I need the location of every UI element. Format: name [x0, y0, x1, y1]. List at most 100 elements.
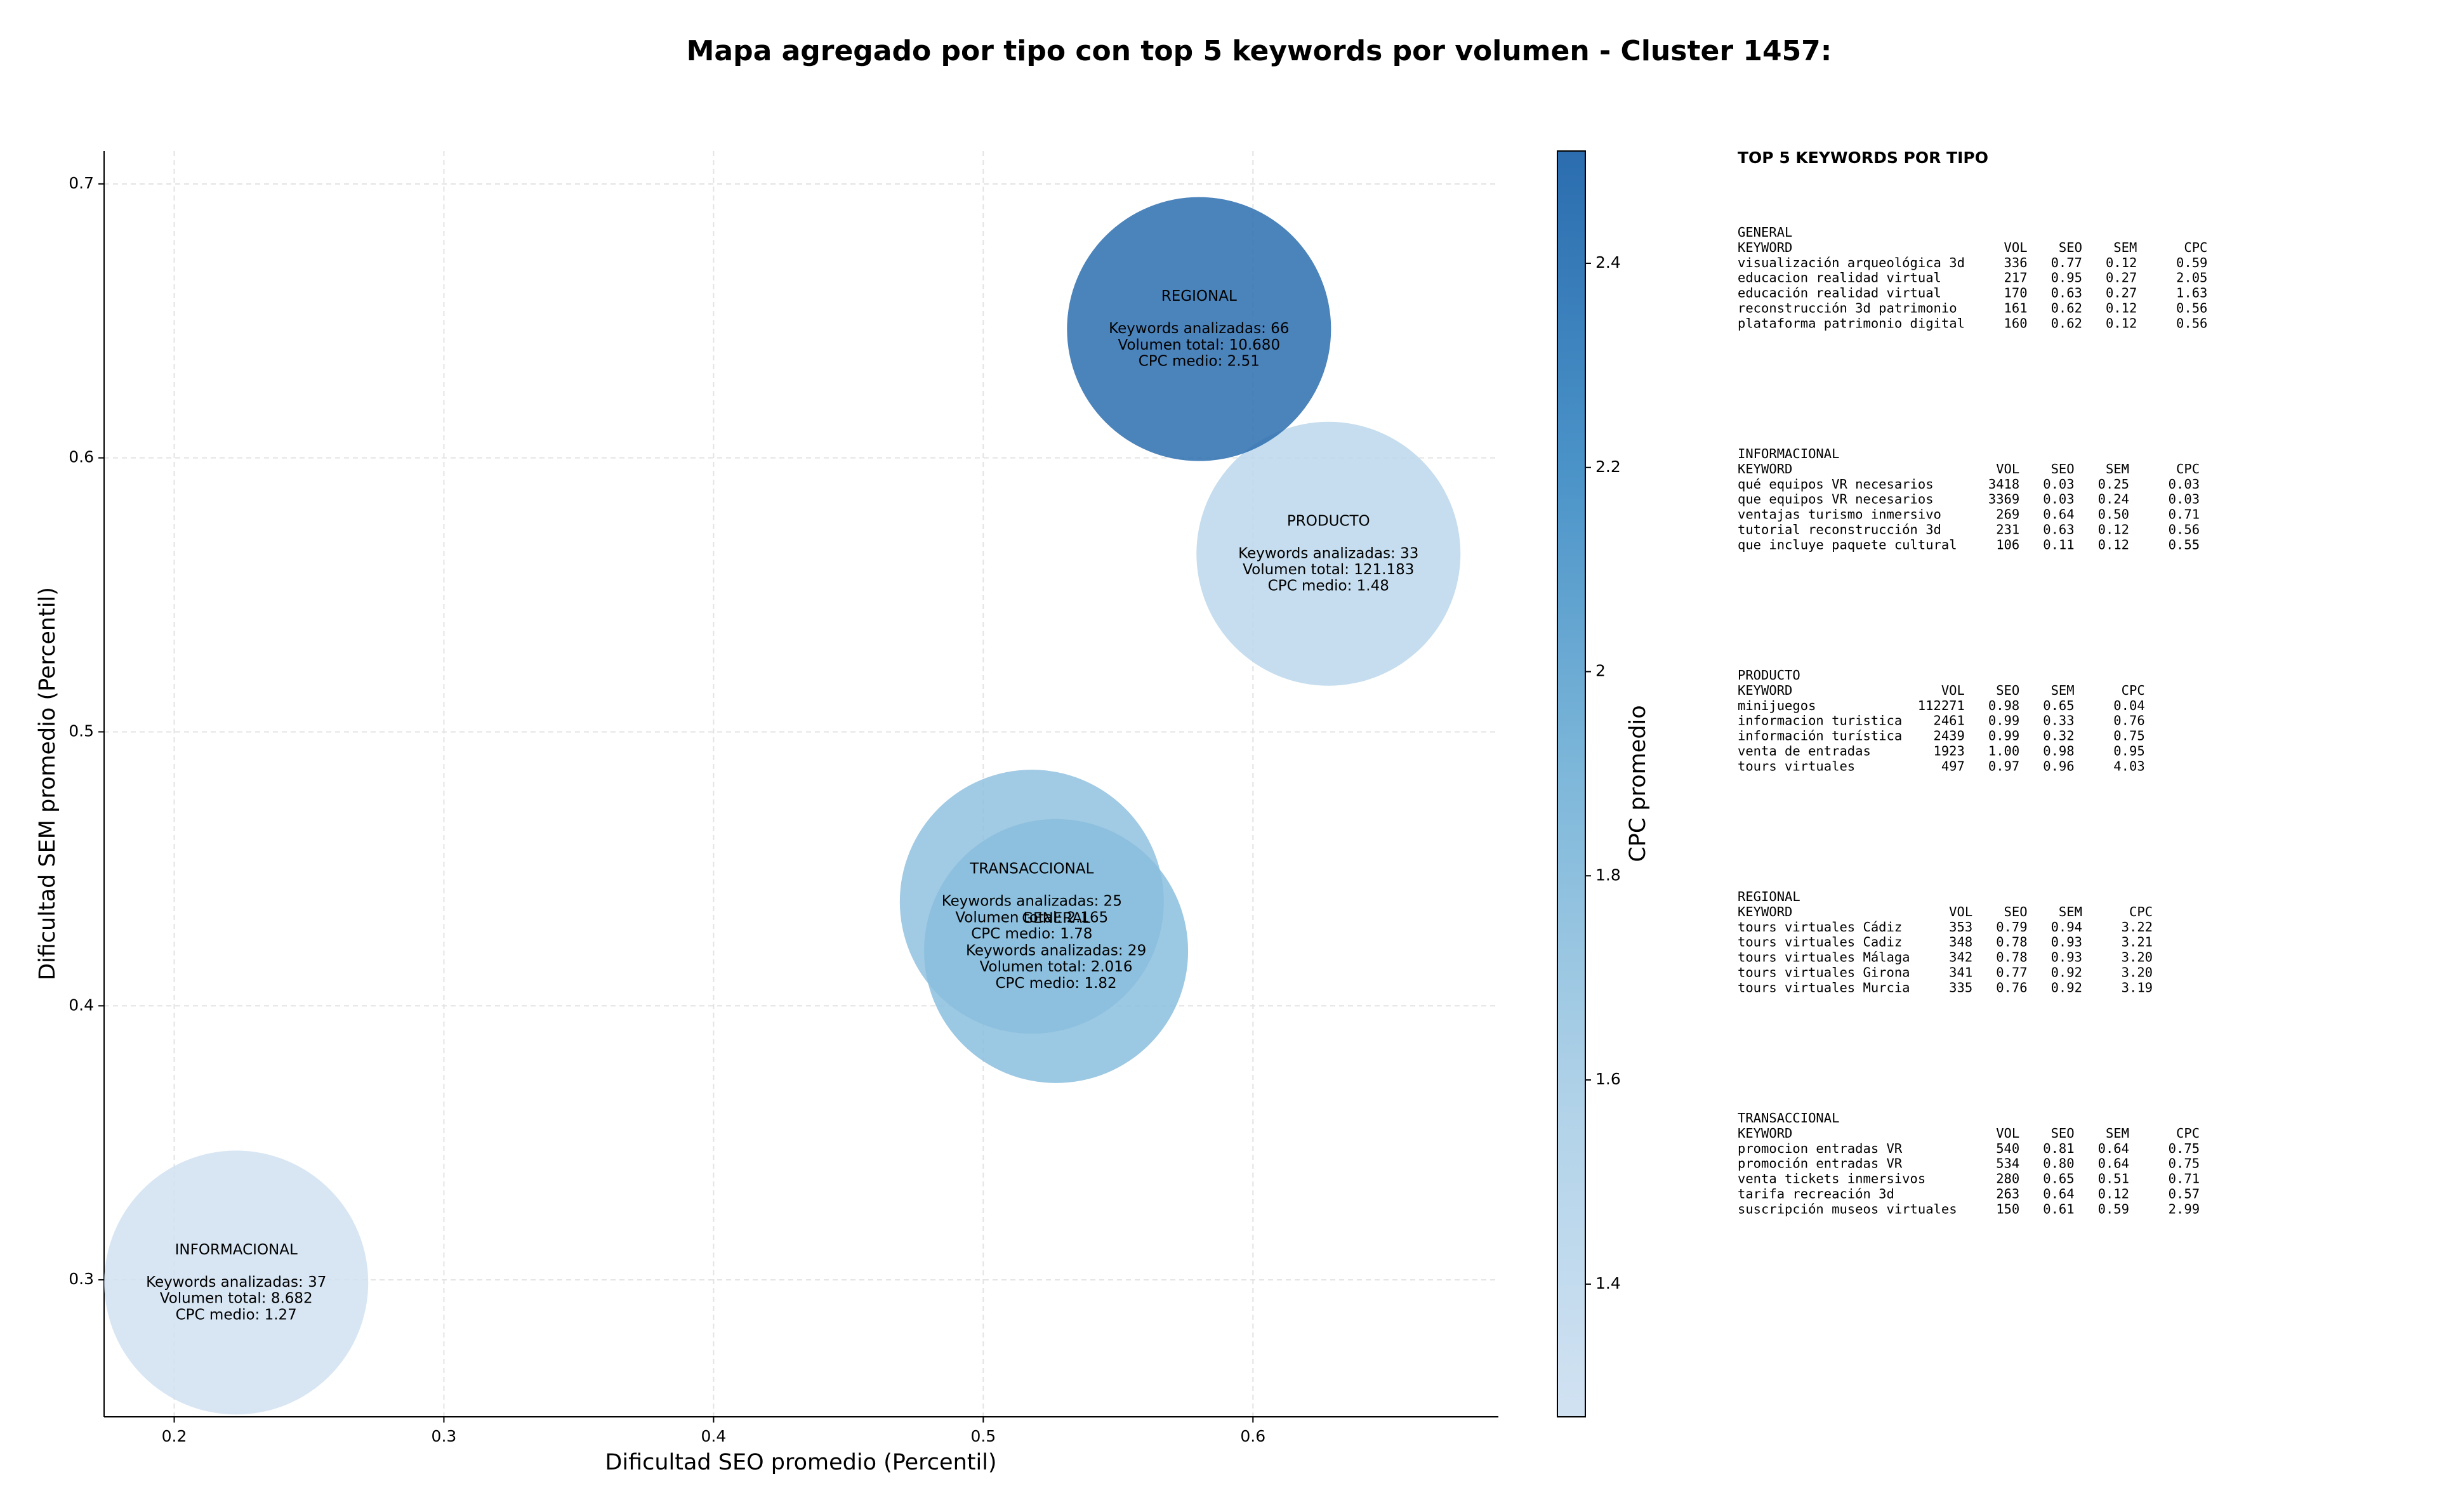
table-cell: 170: [2004, 286, 2028, 301]
table-header: SEO: [2004, 904, 2028, 919]
table-cell: 497: [1941, 758, 1965, 773]
table-cell: tours virtuales Cádiz: [1738, 919, 1902, 935]
table-cell: 0.63: [2043, 522, 2074, 537]
table-cell: 0.76: [2113, 713, 2144, 728]
bubble-label: Keywords analizadas: 25: [942, 893, 1122, 910]
x-tick-label: 0.3: [432, 1427, 457, 1445]
table-cell: 0.59: [2176, 255, 2207, 270]
table-cell: 161: [2004, 301, 2028, 316]
table-cell: 0.12: [2098, 1187, 2129, 1202]
bubble: [104, 1150, 369, 1415]
table-header: SEM: [2113, 240, 2137, 255]
table-cell: 0.64: [2043, 1187, 2074, 1202]
table-cell: tutorial reconstrucción 3d: [1738, 522, 1941, 537]
bubble-label: CPC medio: 2.51: [1139, 353, 1260, 370]
table-cell: 0.93: [2051, 950, 2082, 965]
table-cell: 160: [2004, 315, 2028, 331]
table-header: VOL: [1941, 683, 1965, 698]
table-cell: promocion entradas VR: [1738, 1141, 1903, 1156]
bubble: [1196, 421, 1461, 686]
table-cell: 0.65: [2043, 1171, 2074, 1187]
table-cell: ventajas turismo inmersivo: [1738, 507, 1941, 522]
bubble-label: Keywords analizadas: 37: [146, 1274, 326, 1291]
table-header: VOL: [1949, 904, 1972, 919]
colorbar-tick-label: 2: [1595, 662, 1606, 680]
table-cell: 353: [1949, 919, 1972, 935]
table-header: SEO: [2059, 240, 2082, 255]
table-cell: 1923: [1933, 744, 1964, 759]
table-cell: minijuegos: [1738, 698, 1816, 713]
table-cell: 150: [1996, 1201, 2019, 1216]
table-cell: 0.98: [2043, 744, 2074, 759]
x-tick-label: 0.4: [701, 1427, 727, 1445]
section-title: INFORMACIONAL: [1738, 446, 1839, 461]
colorbar-tick-label: 2.4: [1595, 253, 1621, 272]
table-header: CPC: [2122, 683, 2145, 698]
table-cell: que incluye paquete cultural: [1738, 537, 1957, 552]
table-cell: 0.27: [2106, 270, 2137, 286]
table-cell: venta de entradas: [1738, 744, 1871, 759]
colorbar-tick-label: 1.4: [1595, 1274, 1621, 1292]
table-cell: 0.96: [2043, 758, 2074, 773]
section-title: PRODUCTO: [1738, 667, 1800, 683]
table-cell: 0.63: [2051, 286, 2082, 301]
table-header: SEM: [2051, 683, 2075, 698]
table-header: CPC: [2129, 904, 2153, 919]
table-header: SEM: [2106, 1126, 2129, 1141]
table-cell: 2439: [1933, 728, 1964, 744]
table-cell: 0.76: [1996, 980, 2027, 995]
table-cell: 0.75: [2169, 1141, 2200, 1156]
x-tick-label: 0.5: [970, 1427, 996, 1445]
table-cell: 0.78: [1996, 950, 2027, 965]
colorbar-label: CPC promedio: [1625, 705, 1651, 862]
table-cell: 0.75: [2113, 728, 2144, 744]
bubble-label: CPC medio: 1.27: [176, 1306, 297, 1323]
bubble-name: TRANSACCIONAL: [969, 861, 1093, 878]
table-cell: 0.64: [2098, 1156, 2129, 1171]
table-cell: plataforma patrimonio digital: [1738, 315, 1965, 331]
table-cell: suscripción museos virtuales: [1738, 1201, 1957, 1216]
table-cell: educacion realidad virtual: [1738, 270, 1941, 286]
bubble-label: Keywords analizadas: 29: [966, 942, 1146, 959]
table-cell: 0.56: [2176, 301, 2207, 316]
table-cell: 0.56: [2176, 315, 2207, 331]
bubble-label: Volumen total: 2.165: [955, 909, 1108, 926]
y-tick-label: 0.7: [69, 174, 94, 192]
table-cell: 0.77: [1996, 965, 2027, 980]
table-cell: 3.20: [2122, 965, 2153, 980]
table-cell: 335: [1949, 980, 1972, 995]
table-header: KEYWORD: [1738, 240, 1792, 255]
bubble-label: Keywords analizadas: 66: [1109, 320, 1289, 337]
y-tick-label: 0.3: [69, 1270, 94, 1288]
table-cell: 0.62: [2051, 301, 2082, 316]
bubble: [924, 818, 1189, 1083]
table-cell: 4.03: [2113, 758, 2144, 773]
table-cell: 348: [1949, 935, 1972, 950]
table-cell: 540: [1996, 1141, 2019, 1156]
table-cell: 0.32: [2043, 728, 2074, 744]
colorbar-tick-label: 1.6: [1595, 1070, 1621, 1088]
table-header: SEO: [2051, 1126, 2075, 1141]
table-header: SEM: [2059, 904, 2082, 919]
table-header: SEM: [2106, 461, 2129, 477]
table-cell: 0.65: [2043, 698, 2074, 713]
table-cell: tours virtuales: [1738, 758, 1855, 773]
colorbar-tick-label: 1.8: [1595, 865, 1621, 884]
chart-title: Mapa agregado por tipo con top 5 keyword…: [687, 35, 1832, 67]
table-cell: tarifa recreación 3d: [1738, 1187, 1894, 1202]
table-cell: 0.62: [2051, 315, 2082, 331]
table-cell: 0.78: [1996, 935, 2027, 950]
table-cell: 3418: [1988, 477, 2019, 492]
table-cell: 217: [2004, 270, 2028, 286]
y-tick-label: 0.5: [69, 721, 94, 740]
table-cell: 0.25: [2098, 477, 2129, 492]
table-header: KEYWORD: [1738, 461, 1792, 477]
table-cell: 0.03: [2169, 477, 2200, 492]
table-cell: 0.94: [2051, 919, 2082, 935]
table-cell: 0.93: [2051, 935, 2082, 950]
table-cell: 0.11: [2043, 537, 2074, 552]
table-cell: 0.79: [1996, 919, 2027, 935]
table-cell: 0.99: [1988, 713, 2019, 728]
table-cell: 0.03: [2043, 492, 2074, 507]
